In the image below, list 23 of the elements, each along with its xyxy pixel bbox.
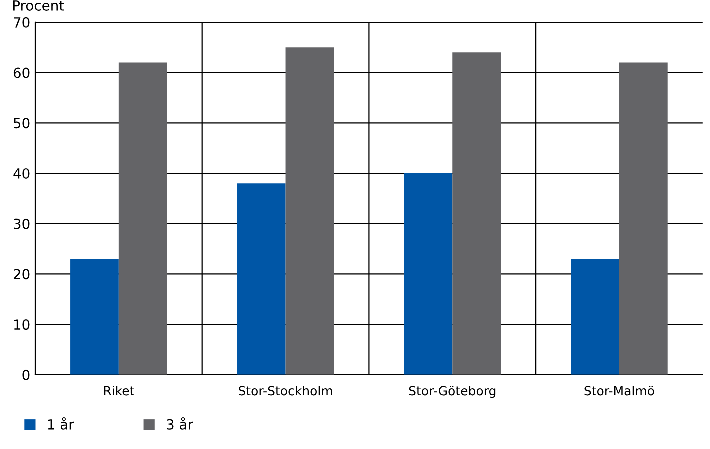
bar	[286, 48, 334, 375]
x-tick-label: Stor-Göteborg	[409, 386, 496, 398]
y-tick-label: 10	[14, 320, 30, 330]
bar	[452, 52, 502, 375]
y-tick-label: 40	[14, 168, 30, 179]
x-tick-label: Stor-Stockholm	[239, 386, 332, 396]
y-tick-label: 0	[22, 370, 30, 380]
y-tick-label: 30	[14, 218, 30, 230]
bar	[404, 174, 453, 375]
x-tick-label: Stor-Malmö	[584, 386, 654, 396]
y-tick-label: 70	[14, 17, 30, 28]
x-tick-label: Riket	[104, 386, 134, 396]
y-tick-label: 50	[14, 118, 30, 129]
y-tick-label: 60	[14, 68, 30, 78]
bar	[237, 184, 286, 375]
legend-label: 1 år	[48, 417, 74, 430]
bar	[118, 62, 168, 375]
y-tick-label: 20	[14, 269, 30, 280]
bar	[70, 259, 119, 375]
y-axis-title: Procent	[14, 0, 64, 11]
bar	[619, 62, 668, 375]
bar	[571, 259, 620, 375]
legend-label: 3 år	[167, 417, 194, 430]
